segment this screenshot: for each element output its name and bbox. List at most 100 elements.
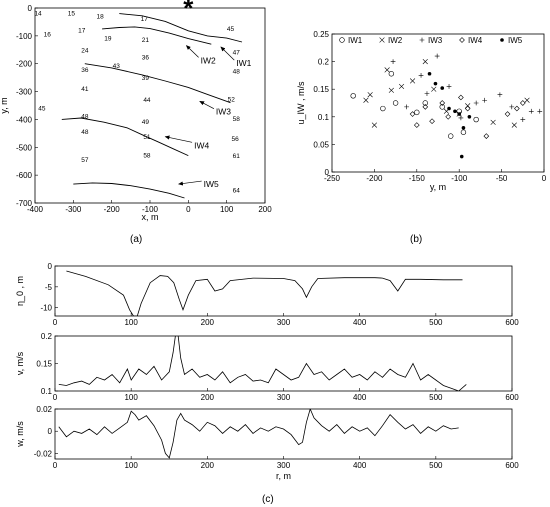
panel-a: -400 -300 -200 -100 0 100 200 0 -100 -200 -300 -400… xyxy=(0,0,272,222)
y-tick-label-a: -400 xyxy=(16,115,33,124)
y-tick-label-a: -200 xyxy=(16,60,33,69)
data-point-iw3 xyxy=(446,84,452,89)
station-label: 16 xyxy=(44,31,52,38)
station-label: 47 xyxy=(233,50,241,57)
plot-frame-a xyxy=(34,7,266,204)
series-line-c2 xyxy=(58,336,467,391)
origin-star-marker: * xyxy=(183,0,194,23)
x-tick-label-c3: 0 xyxy=(53,461,58,470)
data-point-iw4 xyxy=(514,105,520,112)
series-group-c1 xyxy=(66,270,463,316)
data-point-iw2 xyxy=(371,122,378,128)
x-tick-label-c1: 200 xyxy=(201,318,215,327)
iw-line-iw1 xyxy=(119,13,243,43)
annotation-arrow-iw2 xyxy=(185,45,199,58)
data-point-iw3 xyxy=(473,100,479,106)
data-point-iw2 xyxy=(431,86,437,92)
y-tick-label-c2: 0.1 xyxy=(41,387,53,396)
x-tick-label-c1: 400 xyxy=(353,318,367,327)
annotation-label-iw1: IW1 xyxy=(236,58,251,68)
station-label: 58 xyxy=(233,116,241,123)
plot-frame-c2 xyxy=(54,335,513,392)
annotation-label-iw5: IW5 xyxy=(204,179,219,189)
y-tick-label-b: 0.05 xyxy=(313,140,329,149)
y-axis-label-c1: η_0 , m xyxy=(15,276,25,306)
data-point-iw1 xyxy=(350,93,356,99)
station-label: 61 xyxy=(233,153,241,160)
data-point-iw4 xyxy=(409,111,416,117)
data-point-iw1 xyxy=(392,100,399,106)
data-point-iw4 xyxy=(422,104,429,110)
panel-label-a: (a) xyxy=(130,234,142,245)
legend-label-iw5: IW5 xyxy=(508,36,523,45)
panel-label-c: (c) xyxy=(262,494,274,505)
station-label: 45 xyxy=(38,105,46,112)
data-point-iw2 xyxy=(490,119,496,125)
x-tick-label-c3: 500 xyxy=(429,461,443,470)
y-tick-label-b: 0 xyxy=(325,168,330,177)
series-line-c3 xyxy=(58,409,459,459)
plot-frame-b xyxy=(331,33,545,173)
data-point-iw1 xyxy=(414,109,420,116)
data-point-iw4 xyxy=(439,100,446,106)
station-label: 58 xyxy=(143,153,151,160)
y-tick-label-a: -300 xyxy=(16,88,33,97)
legend-marker-iw5 xyxy=(500,38,504,42)
x-tick-label-a: -200 xyxy=(104,205,121,214)
series-line-c1 xyxy=(66,270,463,316)
data-point-iw1 xyxy=(473,116,479,123)
x-tick-label-c2: 500 xyxy=(429,393,443,402)
annotation-label-iw3: IW3 xyxy=(216,107,231,117)
x-tick-label-a: 100 xyxy=(220,205,234,214)
iw-line-iw5 xyxy=(73,182,185,199)
x-tick-label-b: 0 xyxy=(542,174,547,183)
data-point-iw5 xyxy=(459,154,464,159)
legend-label-iw3: IW3 xyxy=(428,36,443,45)
data-point-iw2 xyxy=(524,97,530,103)
x-tick-label-b: -100 xyxy=(451,174,468,183)
x-tick-label-c2: 400 xyxy=(353,393,367,402)
y-tick-label-b: 0.1 xyxy=(318,113,330,122)
data-point-iw3 xyxy=(528,108,534,114)
station-label: 43 xyxy=(113,63,121,70)
legend-label-iw2: IW2 xyxy=(388,36,403,45)
station-label: 56 xyxy=(231,136,239,143)
data-point-iw1 xyxy=(388,71,395,77)
x-tick-label-c2: 100 xyxy=(124,393,138,402)
y-tick-label-c1: -5 xyxy=(45,283,53,292)
data-point-iw2 xyxy=(367,92,373,98)
data-point-iw5 xyxy=(461,126,466,130)
data-point-iw4 xyxy=(445,113,452,120)
station-label: 64 xyxy=(233,187,241,194)
data-point-iw4 xyxy=(483,133,490,139)
station-label: 57 xyxy=(81,157,89,164)
x-tick-label-c2: 600 xyxy=(505,393,519,402)
x-tick-label-a: -300 xyxy=(65,205,82,214)
data-point-iw3 xyxy=(482,97,488,103)
data-point-iw2 xyxy=(384,67,390,73)
y-tick-label-c2: 0.15 xyxy=(36,360,52,369)
data-point-iw5 xyxy=(447,106,451,111)
data-point-iw4 xyxy=(504,111,511,117)
data-point-iw2 xyxy=(422,58,428,65)
data-point-iw2 xyxy=(511,122,517,128)
y-tick-label-c1: -10 xyxy=(40,304,52,313)
series-group-c2 xyxy=(58,336,467,391)
y-tick-label-c3: -0.02 xyxy=(34,449,53,458)
station-label: 52 xyxy=(228,96,236,103)
y-tick-label-b: 0.15 xyxy=(313,85,329,94)
x-tick-label-c2: 300 xyxy=(277,393,291,402)
annotation-arrow-iw5 xyxy=(178,180,202,186)
x-tick-label-a: -100 xyxy=(142,205,159,214)
y-axis-label-b: u_IW , m/s xyxy=(296,81,306,125)
y-tick-label-c2: 0.2 xyxy=(41,332,53,341)
data-point-iw5 xyxy=(457,112,462,116)
x-tick-label-a: -400 xyxy=(27,205,44,214)
y-tick-label-a: 0 xyxy=(28,4,33,13)
data-point-iw4 xyxy=(429,118,435,125)
data-point-iw3 xyxy=(390,59,396,64)
data-point-iw1 xyxy=(460,129,467,135)
data-point-iw3 xyxy=(434,53,440,59)
x-tick-label-c3: 600 xyxy=(505,461,519,470)
